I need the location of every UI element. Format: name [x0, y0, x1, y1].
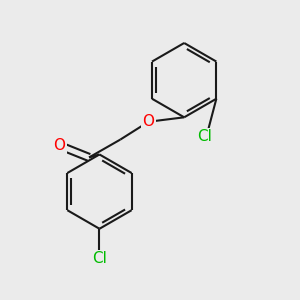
Text: Cl: Cl	[92, 251, 107, 266]
Text: Cl: Cl	[197, 129, 212, 144]
Text: O: O	[53, 138, 65, 153]
Text: O: O	[142, 114, 154, 129]
